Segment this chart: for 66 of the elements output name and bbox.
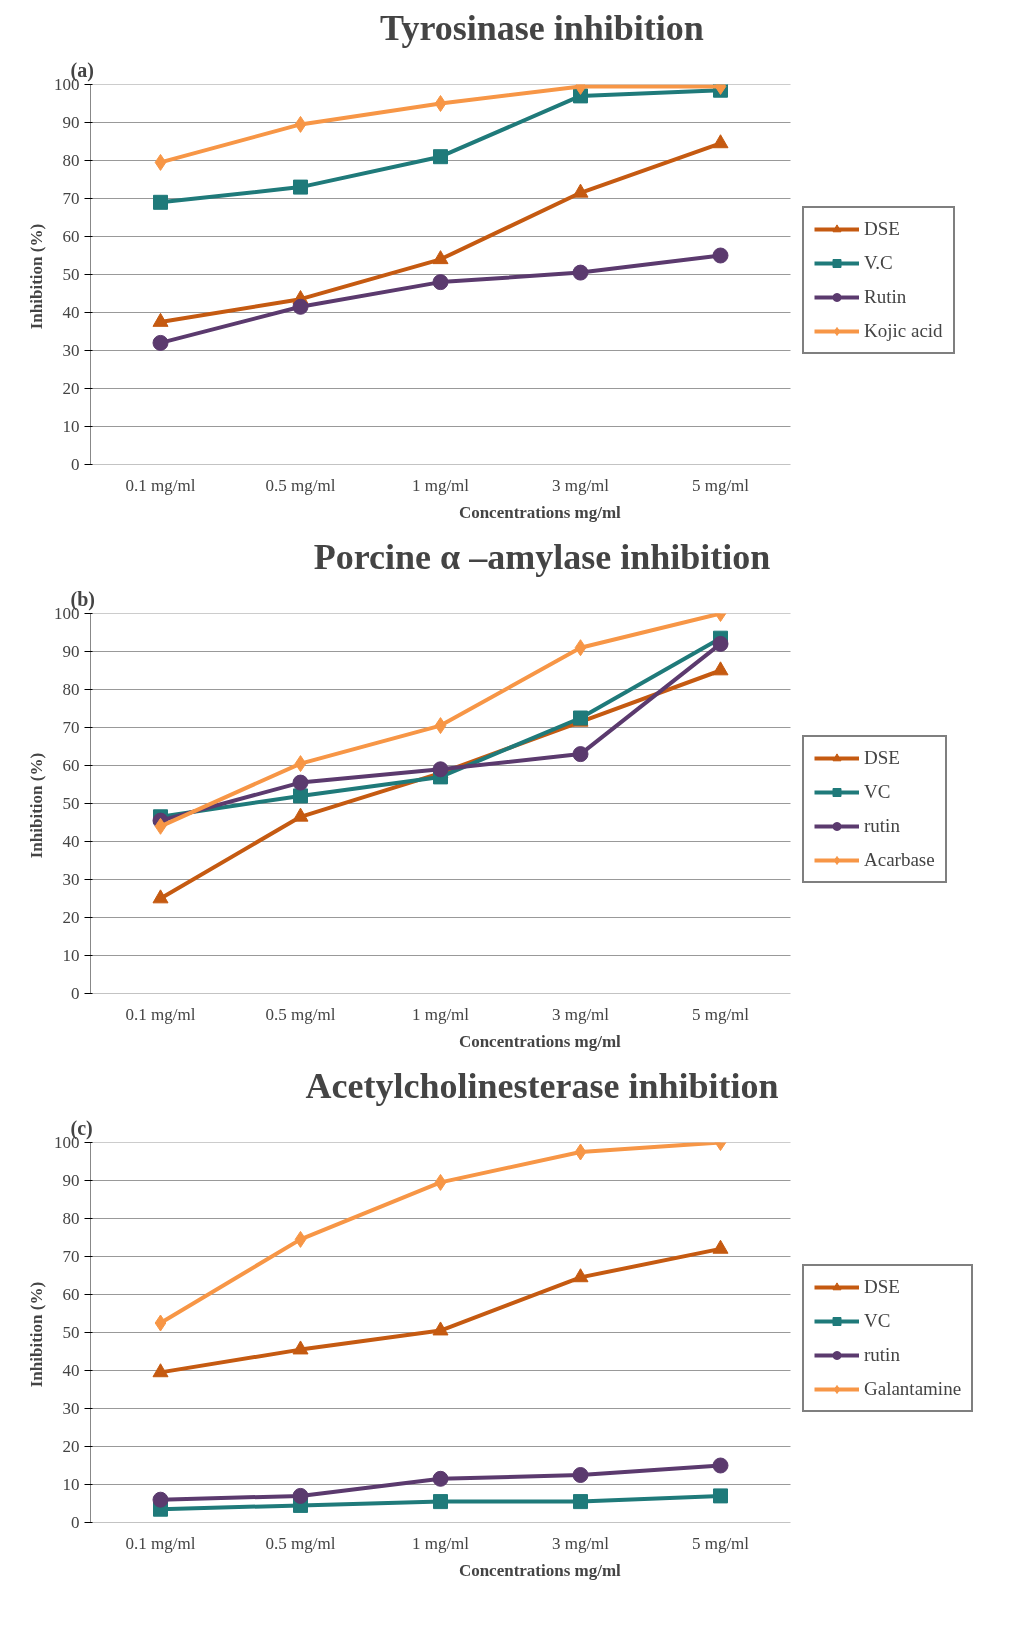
x-tick-label: 0.1 mg/ml: [125, 475, 196, 495]
y-tick-label: 90: [62, 1171, 80, 1190]
x-tick-label: 0.1 mg/ml: [125, 1004, 196, 1024]
x-tick-label: 1 mg/ml: [411, 1004, 470, 1024]
x-axis-title: Concentrations mg/ml: [458, 1031, 622, 1051]
y-tick-label: 20: [62, 1437, 80, 1456]
y-tick-label: 30: [62, 870, 80, 889]
x-tick-label: 0.5 mg/ml: [265, 475, 336, 495]
y-tick-label: 70: [62, 189, 80, 208]
chart-title: Porcine α –amylase inhibition: [313, 536, 771, 577]
y-tick-label: 90: [62, 113, 80, 132]
y-tick-label: 40: [62, 303, 80, 322]
x-tick-label: 5 mg/ml: [691, 475, 750, 495]
chart-title: Tyrosinase inhibition: [380, 7, 704, 48]
y-tick-label: 80: [62, 680, 80, 699]
legend-label: V.C: [864, 252, 893, 274]
y-tick-label: 50: [62, 265, 80, 284]
y-tick-label: 0: [71, 455, 80, 474]
y-tick-label: 30: [62, 1399, 80, 1418]
legend-label: rutin: [864, 815, 900, 837]
legend-label: Rutin: [864, 286, 907, 308]
y-tick-label: 60: [62, 1285, 80, 1304]
x-tick-label: 0.1 mg/ml: [125, 1533, 196, 1553]
y-tick-label: 90: [62, 642, 80, 661]
legend-label: DSE: [864, 1276, 900, 1298]
x-axis-title: Concentrations mg/ml: [458, 1560, 622, 1580]
y-tick-label: 10: [62, 946, 80, 965]
y-tick-label: 0: [71, 1513, 80, 1532]
y-axis-title: Inhibition (%): [27, 223, 46, 330]
x-axis-title: Concentrations mg/ml: [458, 502, 622, 522]
x-tick-label: 3 mg/ml: [551, 1533, 610, 1553]
y-tick-label: 80: [62, 151, 80, 170]
y-tick-label: 10: [62, 417, 80, 436]
y-tick-label: 30: [62, 341, 80, 360]
x-tick-label: 0.5 mg/ml: [265, 1004, 336, 1024]
x-tick-label: 3 mg/ml: [551, 1004, 610, 1024]
y-tick-label: 10: [62, 1475, 80, 1494]
y-tick-label: 80: [62, 1209, 80, 1228]
y-tick-label: 70: [62, 718, 80, 737]
legend-label: Galantamine: [864, 1378, 962, 1400]
y-tick-label: 40: [62, 832, 80, 851]
y-axis-title: Inhibition (%): [27, 1281, 46, 1388]
legend-label: DSE: [864, 747, 900, 769]
x-tick-label: 5 mg/ml: [691, 1533, 750, 1553]
legend-label: DSE: [864, 218, 900, 240]
x-tick-label: 1 mg/ml: [411, 475, 470, 495]
legend-label: rutin: [864, 1344, 900, 1366]
legend-label: VC: [864, 781, 891, 803]
x-tick-label: 1 mg/ml: [411, 1533, 470, 1553]
chart-title: Acetylcholinesterase inhibition: [305, 1065, 779, 1106]
y-tick-label: 70: [62, 1247, 80, 1266]
y-axis-title: Inhibition (%): [27, 752, 46, 859]
x-tick-label: 0.5 mg/ml: [265, 1533, 336, 1553]
legend-label: Acarbase: [864, 849, 935, 871]
y-tick-label: 60: [62, 756, 80, 775]
x-tick-label: 3 mg/ml: [551, 475, 610, 495]
x-tick-label: 5 mg/ml: [691, 1004, 750, 1024]
y-tick-label: 60: [62, 227, 80, 246]
legend-label: Kojic acid: [864, 320, 943, 342]
y-tick-label: 20: [62, 908, 80, 927]
legend-label: VC: [864, 1310, 891, 1332]
y-tick-label: 50: [62, 1323, 80, 1342]
y-tick-label: 50: [62, 794, 80, 813]
y-tick-label: 0: [71, 984, 80, 1003]
y-tick-label: 40: [62, 1361, 80, 1380]
y-tick-label: 20: [62, 379, 80, 398]
